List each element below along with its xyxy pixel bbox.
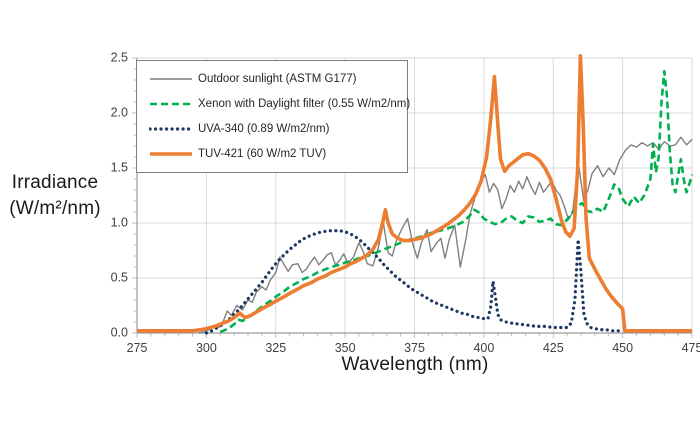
y-tick-label: 0.5 (110, 270, 128, 285)
legend: Outdoor sunlight (ASTM G177) Xenon with … (136, 60, 411, 173)
y-axis-title-line2: (W/m²/nm) (9, 198, 101, 219)
y-tick-label: 1.5 (110, 160, 128, 175)
legend-item-outdoor-sunlight: Outdoor sunlight (ASTM G177) (149, 68, 407, 90)
legend-sample-line (150, 77, 192, 80)
y-tick-label: 2.0 (110, 105, 128, 120)
series-line-1 (219, 69, 694, 334)
legend-label: TUV-421 (60 W/m2 TUV) (198, 148, 327, 161)
x-tick-label: 375 (404, 341, 425, 355)
series-line-2 (204, 229, 625, 335)
series-line-3 (137, 54, 692, 333)
x-tick-label: 400 (473, 341, 495, 355)
legend-sample-line (149, 127, 193, 131)
series-line-0 (197, 136, 693, 334)
y-tick-label: 2.5 (110, 50, 128, 65)
legend-sample-line (150, 102, 192, 106)
legend-sample-line (150, 152, 192, 157)
x-tick-label: 450 (612, 341, 634, 355)
legend-label: Outdoor sunlight (ASTM G177) (198, 72, 357, 85)
y-axis-title: Irradiance (W/m²/nm) (0, 170, 110, 222)
x-tick-label: 300 (195, 341, 217, 355)
x-tick-label: 475 (681, 341, 700, 355)
x-tick-label: 425 (542, 341, 564, 355)
x-tick-label: 350 (334, 341, 356, 355)
x-tick-label: 275 (126, 341, 148, 355)
legend-label: Xenon with Daylight filter (0.55 W/m2/nm… (198, 97, 411, 110)
legend-item-xenon: Xenon with Daylight filter (0.55 W/m2/nm… (149, 93, 411, 115)
y-tick-label: 1.0 (110, 215, 128, 230)
legend-item-tuv-421: TUV-421 (60 W/m2 TUV) (149, 143, 407, 165)
y-tick-label: 0.0 (110, 325, 128, 340)
x-axis-title: Wavelength (nm) (341, 354, 489, 375)
x-tick-label: 325 (265, 341, 287, 355)
legend-label: UVA-340 (0.89 W/m2/nm) (198, 123, 330, 136)
y-axis-title-line1: Irradiance (11, 172, 99, 193)
legend-item-uva-340: UVA-340 (0.89 W/m2/nm) (149, 118, 407, 140)
